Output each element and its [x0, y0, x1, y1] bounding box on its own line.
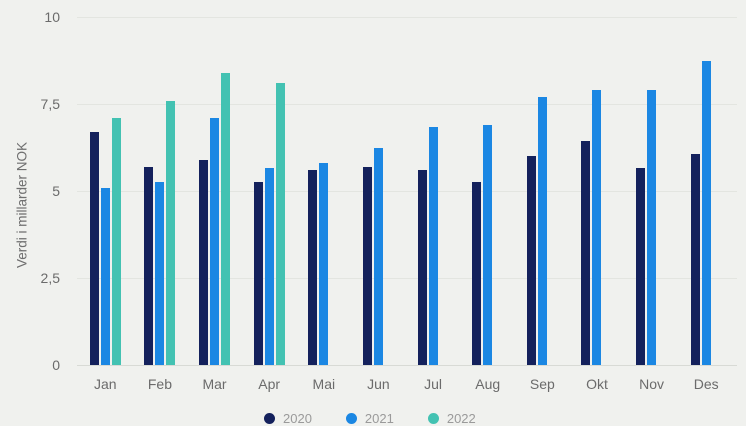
bar-2021-mai[interactable]: [319, 163, 329, 365]
bar-2020-jun[interactable]: [362, 166, 372, 365]
bar-2020-feb[interactable]: [144, 166, 154, 365]
x-tick-aug: Aug: [475, 376, 501, 392]
bar-group-des: [690, 60, 722, 365]
bar-2021-mar[interactable]: [210, 117, 220, 365]
y-tick-5: 5: [52, 183, 60, 199]
bar-group-jan: [89, 117, 121, 365]
bar-2020-aug[interactable]: [472, 182, 482, 365]
bar-group-feb: [144, 100, 176, 365]
y-tick-7,5: 7,5: [40, 96, 60, 112]
bar-2021-jan[interactable]: [100, 187, 110, 365]
gridline-0: [77, 365, 737, 366]
bar-2021-okt[interactable]: [592, 90, 602, 365]
plot-area: [77, 17, 737, 366]
gridline-10: [77, 17, 737, 18]
bar-2020-mai[interactable]: [308, 170, 318, 365]
x-tick-nov: Nov: [639, 376, 665, 392]
bar-2022-jan[interactable]: [111, 117, 121, 365]
y-tick-2,5: 2,5: [40, 270, 60, 286]
gridline-5: [77, 191, 737, 192]
bar-2022-apr[interactable]: [275, 83, 285, 365]
bar-2020-sep[interactable]: [526, 156, 536, 365]
bar-2021-sep[interactable]: [537, 97, 547, 365]
bar-group-nov: [636, 90, 667, 365]
y-axis-tick-labels: 0 2,5 5 7,5 10: [0, 9, 60, 373]
x-tick-sep: Sep: [529, 376, 555, 392]
bar-2020-apr[interactable]: [253, 182, 263, 365]
x-tick-jun: Jun: [367, 376, 390, 392]
bar-group-mai: [308, 163, 339, 365]
bar-2020-nov[interactable]: [636, 168, 646, 365]
bar-group-okt: [581, 90, 612, 365]
y-tick-0: 0: [52, 357, 60, 373]
gridline-2,5: [77, 278, 737, 279]
x-tick-feb: Feb: [147, 376, 172, 392]
bar-2021-apr[interactable]: [264, 168, 274, 365]
bar-group-jul: [417, 126, 449, 365]
x-tick-apr: Apr: [258, 376, 281, 392]
bar-2020-okt[interactable]: [581, 140, 591, 365]
bar-group-sep: [526, 97, 558, 365]
bar-2021-jun[interactable]: [373, 147, 383, 365]
bar-2022-feb[interactable]: [166, 100, 176, 365]
x-axis-tick-labels: Jan Feb Mar Apr Mai Jun Jul Aug Sep Okt Nov Des: [77, 376, 737, 396]
bar-2021-nov[interactable]: [647, 90, 657, 365]
x-tick-jul: Jul: [424, 376, 443, 392]
gridline-7,5: [77, 104, 737, 105]
bar-2021-feb[interactable]: [155, 182, 165, 365]
bar-group-aug: [472, 124, 503, 365]
bar-2020-mar[interactable]: [199, 159, 209, 365]
bar-group-jun: [362, 147, 394, 365]
bar-2021-aug[interactable]: [483, 124, 493, 365]
x-tick-jan: Jan: [94, 376, 117, 392]
x-tick-des: Des: [693, 376, 719, 392]
bar-group-mar: [199, 72, 231, 365]
x-tick-mai: Mai: [312, 376, 336, 392]
x-tick-okt: Okt: [586, 376, 608, 392]
bar-2020-des[interactable]: [690, 154, 700, 365]
bar-2020-jan[interactable]: [89, 131, 99, 365]
bar-group-apr: [253, 83, 285, 365]
bar-2021-des[interactable]: [701, 60, 711, 365]
bar-2021-jul[interactable]: [428, 126, 438, 365]
bar-2020-jul[interactable]: [417, 170, 427, 365]
bar-2022-mar[interactable]: [221, 72, 231, 365]
x-tick-mar: Mar: [202, 376, 227, 392]
y-tick-10: 10: [44, 9, 60, 25]
